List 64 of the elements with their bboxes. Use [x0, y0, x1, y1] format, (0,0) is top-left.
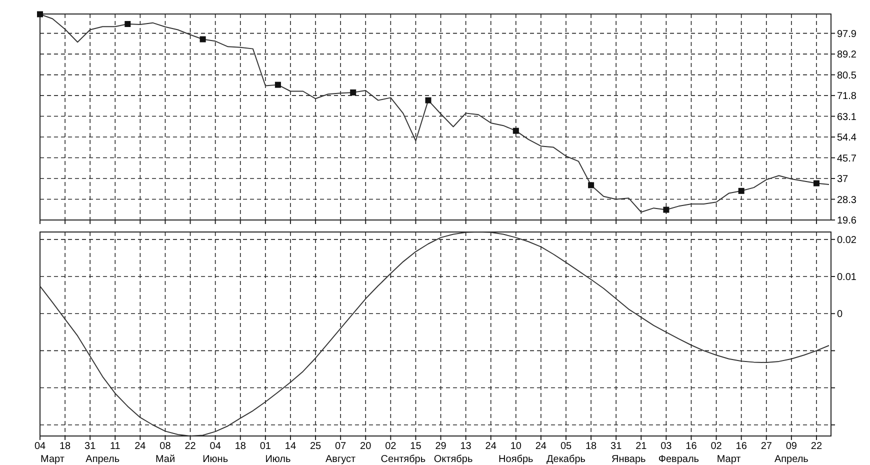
x-tick-label: 07 Август	[326, 441, 356, 465]
point	[37, 11, 43, 18]
x-tick-label: 04 Июнь	[202, 441, 228, 465]
x-tick-label: Июль	[265, 454, 291, 465]
x-tick-label: Сентябрь	[380, 454, 426, 465]
point	[738, 188, 744, 194]
x-tick-label: Январь	[611, 454, 646, 465]
y-tick-label: 45.7	[837, 153, 857, 164]
x-tick-label: 11	[110, 441, 121, 452]
x-tick-label: 08 Май	[155, 441, 176, 465]
x-tick-label: 31	[84, 441, 96, 452]
y-tick-label: 0	[837, 309, 843, 320]
point	[200, 36, 206, 42]
point	[512, 128, 519, 134]
y-tick-label: 89.2	[837, 50, 857, 61]
point	[425, 97, 432, 104]
x-tick-label: 16	[686, 441, 698, 452]
x-tick-label: 29	[435, 441, 447, 452]
y-tick-label: 80.5	[837, 70, 857, 82]
y-tick-label: 97.9	[837, 28, 857, 40]
x-tick-label: 24	[485, 441, 497, 452]
x-tick-label: 15	[410, 441, 422, 452]
x-tick-label: 14	[284, 441, 296, 452]
x-tick-label: 02	[710, 441, 722, 452]
x-tick-label: 27	[760, 441, 772, 452]
x-tick-label: 05 Декабрь	[546, 441, 586, 465]
x-tick-label: 24	[134, 441, 146, 452]
point	[350, 89, 356, 96]
x-tick-label: Март	[40, 454, 65, 465]
x-tick-label: Март	[716, 454, 742, 465]
x-tick-label: 04	[34, 441, 46, 452]
point	[813, 180, 820, 186]
y-tick-label: 19.6	[837, 216, 857, 226]
x-tick-label: Апрель	[86, 454, 120, 465]
y-tick-label: 28.3	[837, 194, 857, 206]
x-tick-label: Февраль	[658, 454, 700, 465]
point	[274, 82, 281, 88]
y-tick-label: 71.8	[837, 91, 857, 102]
y-tick-label: 37	[837, 174, 849, 186]
x-tick-label: 18	[585, 441, 598, 452]
point	[124, 21, 131, 28]
x-tick-label: 01	[260, 441, 272, 452]
point	[588, 182, 594, 188]
y-tick-label: 0.01	[837, 272, 857, 284]
x-tick-label: 24	[535, 441, 547, 452]
x-tick-label: Октябрь	[434, 454, 473, 465]
x-tick-label: 22	[184, 441, 196, 452]
y-tick-label: 63.1	[837, 112, 857, 123]
x-tick-label: 10 Ноябрь	[498, 441, 534, 465]
x-tick-label: 31	[610, 441, 622, 452]
x-tick-label: 09 Апрель	[774, 441, 808, 465]
y-tick-label: 54.4	[837, 132, 857, 144]
point	[663, 206, 670, 213]
x-tick-label: 03	[660, 441, 672, 452]
x-tick-label: 13	[460, 441, 472, 452]
x-tick-label: 18	[234, 441, 246, 452]
x-tick-label: 02	[385, 441, 397, 452]
x-tick-label: 18	[59, 441, 72, 452]
x-tick-label: 25	[310, 441, 322, 452]
x-tick-label: 22	[810, 441, 822, 452]
x-tick-label: 21	[636, 441, 648, 452]
x-tick-label: 16	[736, 441, 748, 452]
x-tick-label: 20	[360, 441, 372, 452]
y-tick-label: 0.02	[837, 234, 857, 246]
